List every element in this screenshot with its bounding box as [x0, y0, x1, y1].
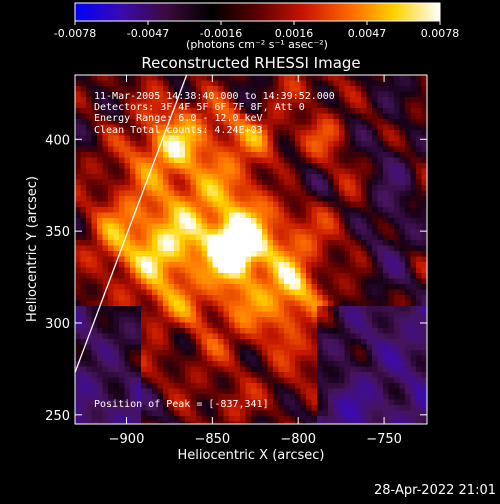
plot-frame: [74, 74, 428, 425]
annotation-detectors: Detectors: 3F 4F 5F 6F 7F 8F, Att 0: [94, 102, 305, 113]
x-tick-label: −900: [109, 432, 145, 447]
footer-timestamp: 28-Apr-2022 21:01: [374, 483, 496, 498]
chart-title: Reconstructed RHESSI Image: [141, 54, 360, 72]
colorbar-tick-label: -0.0047: [127, 27, 169, 40]
colorbar-tick-label: -0.0016: [200, 27, 242, 40]
colorbar-units-label: (photons cm⁻² s⁻¹ asec⁻²): [186, 38, 328, 51]
colorbar: -0.0078 -0.0047 -0.0016 0.0016 0.0047 0.0078 …: [54, 2, 460, 51]
annotation-peak-position: Position of Peak = [-837,341]: [94, 399, 269, 410]
plot-area: −900 −850 −800 −750 250 300 350 400 11-Mar-2005…: [45, 74, 428, 447]
x-axis-label: Heliocentric X (arcsec): [178, 448, 325, 463]
colorbar-tick-label: -0.0078: [54, 27, 96, 40]
annotation-time: 11-Mar-2005 14:38:40.000 to 14:39:52.000: [94, 91, 335, 102]
colorbar-tick-label: 0.0047: [348, 27, 387, 40]
annotation-energy: Energy Range: 6.0 - 12.0 keV: [94, 113, 263, 124]
y-tick-label: 300: [45, 317, 70, 332]
x-tick-label: −850: [195, 432, 231, 447]
colorbar-tick-label: 0.0078: [421, 27, 460, 40]
x-tick-label: −800: [280, 432, 316, 447]
y-axis-label: Heliocentric Y (arcsec): [25, 176, 40, 322]
colorbar-gradient: [74, 2, 441, 22]
solar-limb-line: [75, 75, 188, 373]
y-tick-label: 350: [45, 225, 70, 240]
colorbar-tick-label: 0.0016: [275, 27, 314, 40]
annotation-method: Clean Total counts: 4.24E+03: [94, 125, 263, 136]
y-tick-label: 250: [45, 409, 70, 424]
x-tick-label: −750: [366, 432, 402, 447]
y-tick-label: 400: [45, 133, 70, 148]
heatmap: [75, 75, 427, 424]
